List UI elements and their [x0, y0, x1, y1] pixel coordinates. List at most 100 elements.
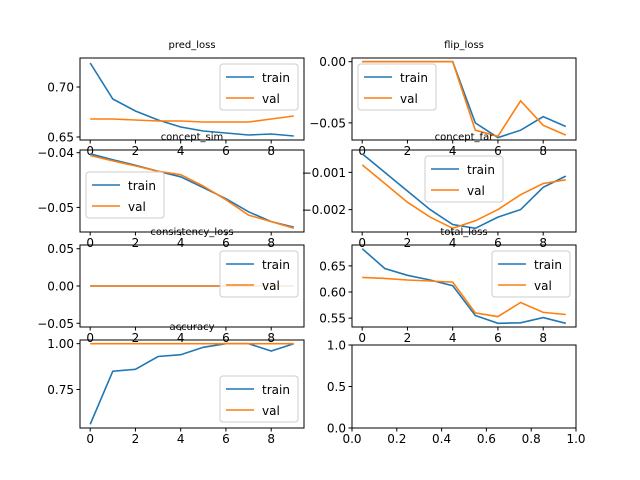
series-line-train [89, 153, 294, 228]
x-tick-label: 6 [222, 144, 230, 158]
x-tick-label: 8 [539, 144, 547, 158]
x-tick-label: 1.0 [566, 432, 585, 446]
x-tick-label: 2 [132, 432, 140, 446]
x-tick-label: 6 [222, 236, 230, 250]
y-tick-label: 0.05 [47, 242, 74, 256]
x-tick-label: 6 [222, 331, 230, 345]
legend-label-val: val [534, 279, 552, 293]
axes-frame [79, 149, 305, 233]
y-tick-label: −0.05 [37, 201, 74, 215]
y-tick-label: 0.70 [47, 81, 74, 95]
legend-label-train: train [534, 258, 562, 272]
subplot-title: total_loss [440, 227, 487, 238]
legend-label-train: train [128, 179, 156, 193]
series-line-train [361, 153, 567, 230]
x-tick-label: 4 [449, 331, 457, 345]
x-tick-label: 4 [449, 144, 457, 158]
legend-label-val: val [262, 279, 280, 293]
y-tick-label: 0.55 [319, 312, 346, 326]
y-tick-label: 0.00 [319, 55, 346, 69]
x-tick-label: 8 [267, 144, 275, 158]
y-tick-label: 0.65 [47, 131, 74, 145]
series-line-train [89, 62, 294, 137]
subplot-concept_sim: concept_sim 0 2 4 6 8 −0.04 −0.05 train val [37, 132, 305, 250]
legend: train val [219, 250, 299, 298]
x-tick-label: 0 [358, 331, 366, 345]
y-tick-label: 0.5 [327, 380, 346, 394]
x-tick-label: 4 [177, 144, 185, 158]
legend: train val [357, 63, 437, 111]
x-tick-label: 0.0 [342, 432, 361, 446]
y-tick-label: 1.00 [47, 337, 74, 351]
x-tick-label: 6 [494, 144, 502, 158]
y-tick-label: 0.0 [327, 422, 346, 436]
y-tick-label: 0.00 [47, 280, 74, 294]
subplot-flip_loss: flip_loss 0 2 4 6 8 0.00 −0.05 train val [309, 40, 577, 158]
x-tick-label: 0 [358, 144, 366, 158]
x-tick-label: 2 [132, 331, 140, 345]
series-line-val [362, 276, 566, 318]
subplot-title: accuracy [169, 322, 214, 333]
subplot-title: consistency_loss [150, 227, 233, 238]
subplot-title: flip_loss [444, 40, 484, 51]
subplot-pred_loss: pred_loss 0 2 4 6 8 0.65 0.70 train val [47, 40, 305, 158]
x-tick-label: 2 [404, 331, 412, 345]
legend-label-train: train [467, 163, 495, 177]
x-tick-label: 0.2 [387, 432, 406, 446]
x-tick-label: 8 [267, 331, 275, 345]
x-tick-label: 0 [86, 144, 94, 158]
legend-label-train: train [262, 383, 290, 397]
y-tick-label: −0.05 [37, 317, 74, 331]
legend: train val [424, 155, 504, 203]
axes-frame [79, 57, 305, 141]
subplot-title: concept_far [435, 132, 495, 143]
x-tick-label: 0 [86, 331, 94, 345]
x-tick-label: 2 [132, 144, 140, 158]
legend: train val [85, 171, 165, 219]
series-line-train [89, 342, 295, 425]
x-tick-label: 2 [132, 236, 140, 250]
legend-label-val: val [400, 92, 418, 106]
subplot-total_loss: total_loss 0 2 4 6 8 0.55 0.60 0.65 train val [319, 227, 577, 345]
y-tick-label: −0.001 [302, 166, 346, 180]
x-tick-label: 4 [177, 432, 185, 446]
x-tick-label: 2 [404, 144, 412, 158]
series-line-val [361, 164, 566, 230]
x-tick-label: 8 [267, 236, 275, 250]
series-line-val [362, 60, 567, 138]
subplot-accuracy: accuracy 0 2 4 6 8 0.75 1.00 train val [47, 322, 305, 446]
x-tick-label: 0 [358, 236, 366, 250]
x-tick-label: 2 [404, 236, 412, 250]
axes-frame [351, 244, 577, 328]
series-line-train [361, 248, 566, 325]
axes-frame [351, 344, 577, 429]
axes-frame [79, 339, 305, 429]
legend-label-val: val [467, 184, 485, 198]
legend: train val [219, 375, 299, 423]
legend: train val [219, 63, 299, 111]
x-tick-label: 0.6 [477, 432, 496, 446]
x-tick-label: 6 [494, 236, 502, 250]
legend-label-train: train [262, 258, 290, 272]
x-tick-label: 8 [267, 432, 275, 446]
legend-label-train: train [262, 71, 290, 85]
series-line-val [90, 154, 295, 229]
x-tick-label: 8 [539, 331, 547, 345]
x-tick-label: 0 [86, 432, 94, 446]
axes-frame [351, 57, 577, 141]
subplot-empty: 0.0 0.2 0.4 0.6 0.8 1.0 0.0 0.5 1.0 [327, 339, 586, 447]
legend-label-val: val [262, 92, 280, 106]
legend-label-val: val [128, 200, 146, 214]
subplot-title: pred_loss [168, 40, 215, 51]
legend: train val [491, 250, 571, 298]
x-tick-label: 6 [222, 432, 230, 446]
y-tick-label: 1.0 [327, 339, 346, 353]
subplot-consistency_loss: consistency_loss 0 2 4 6 8 0.05 0.00 −0.05 train v… [37, 227, 305, 345]
y-tick-label: −0.002 [302, 203, 346, 217]
y-tick-label: 0.75 [47, 383, 74, 397]
subplot-title: concept_sim [161, 132, 224, 143]
x-tick-label: 4 [177, 236, 185, 250]
x-tick-label: 6 [494, 331, 502, 345]
x-tick-label: 4 [449, 236, 457, 250]
legend-label-train: train [400, 71, 428, 85]
